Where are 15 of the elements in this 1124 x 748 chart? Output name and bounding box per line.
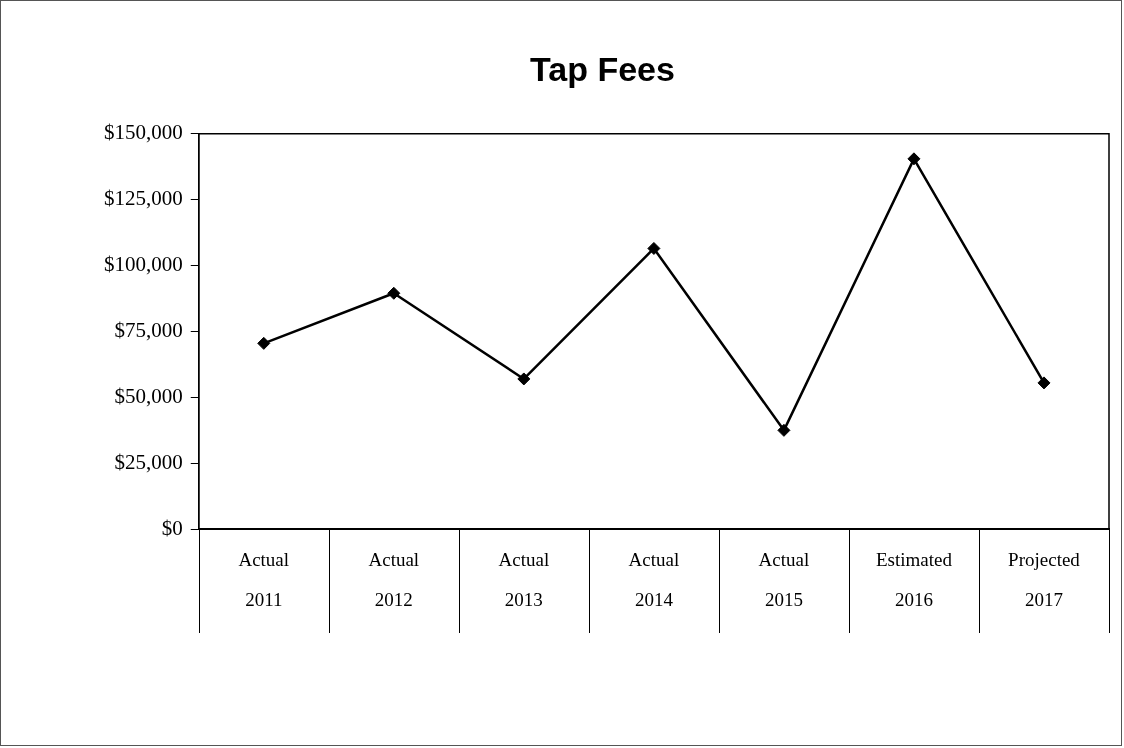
chart-title: Tap Fees xyxy=(530,49,675,88)
y-tick-label: $25,000 xyxy=(114,449,183,474)
x-tick-label: Actual 2013 xyxy=(498,549,550,611)
y-tick-label: $150,000 xyxy=(104,120,183,145)
x-tick-label: Actual 2012 xyxy=(368,549,420,611)
y-tick-label: $100,000 xyxy=(104,252,183,277)
y-tick-label: $75,000 xyxy=(114,318,183,343)
x-tick-label: Actual 2015 xyxy=(758,549,810,611)
x-tick-label: Estimated 2016 xyxy=(875,549,953,611)
y-tick-label: $50,000 xyxy=(114,383,183,408)
x-tick-label: Actual 2014 xyxy=(628,549,680,611)
y-tick-label: $0 xyxy=(161,515,183,540)
y-tick-label: $125,000 xyxy=(104,186,183,211)
x-tick-label: Projected 2017 xyxy=(1008,549,1081,611)
x-tick-label: Actual 2011 xyxy=(238,549,290,611)
